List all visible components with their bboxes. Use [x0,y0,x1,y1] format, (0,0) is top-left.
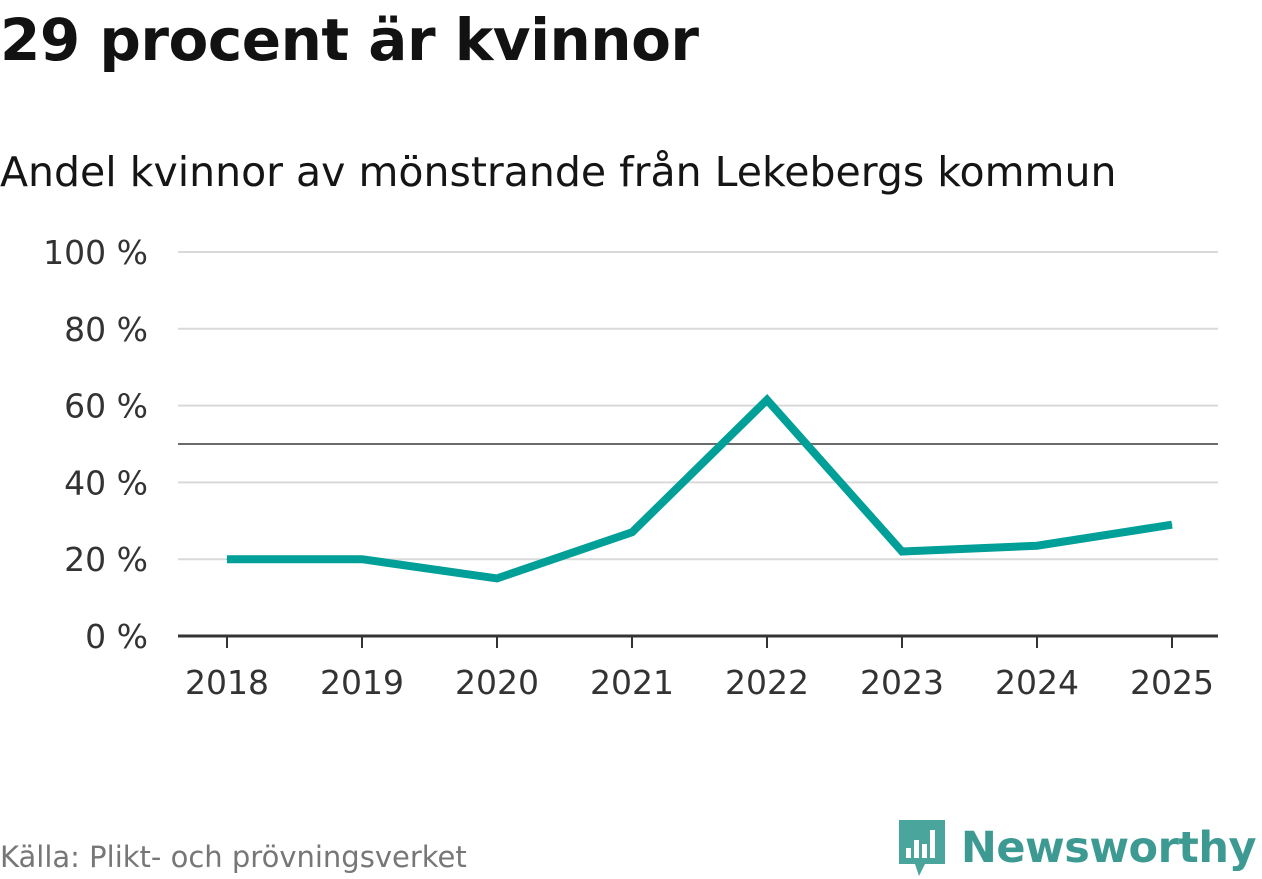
data-point [226,558,228,560]
newsworthy-logo-icon [898,820,945,876]
data-point [766,399,768,401]
y-tick-label: 60 % [64,387,148,426]
data-point [496,577,498,579]
series-group [226,394,1173,583]
data-point [1036,545,1038,547]
x-tick-label: 2018 [185,663,269,702]
y-tick-label: 0 % [85,617,148,656]
source-note: Källa: Plikt- och prövningsverket [0,840,467,874]
y-tick-label: 20 % [64,540,148,579]
data-point [901,551,903,553]
x-tick-label: 2023 [860,663,944,702]
data-point [1171,524,1173,526]
data-point [631,531,633,533]
x-tick-label: 2022 [725,663,809,702]
x-tick-label: 2019 [320,663,404,702]
data-point [361,558,363,560]
chart-title: 29 procent är kvinnor [0,6,699,74]
y-tick-label: 40 % [64,463,148,502]
x-tick-label: 2025 [1130,663,1214,702]
brand-name: Newsworthy [960,823,1257,873]
series-line [227,394,1173,583]
y-tick-label: 80 % [64,310,148,349]
x-tick-label: 2021 [590,663,674,702]
chart-subtitle: Andel kvinnor av mönstrande från Lekeber… [0,148,1117,196]
y-tick-label: 100 % [43,233,148,272]
gridlines [178,251,1218,561]
x-tick-label: 2024 [995,663,1079,702]
axes: 0 % 20 % 40 % 60 % 80 % 100 % 2018 2019 2020 2021… [43,233,1218,702]
brand-logo: Newsworthy [897,818,1257,878]
x-tick-label: 2020 [455,663,539,702]
